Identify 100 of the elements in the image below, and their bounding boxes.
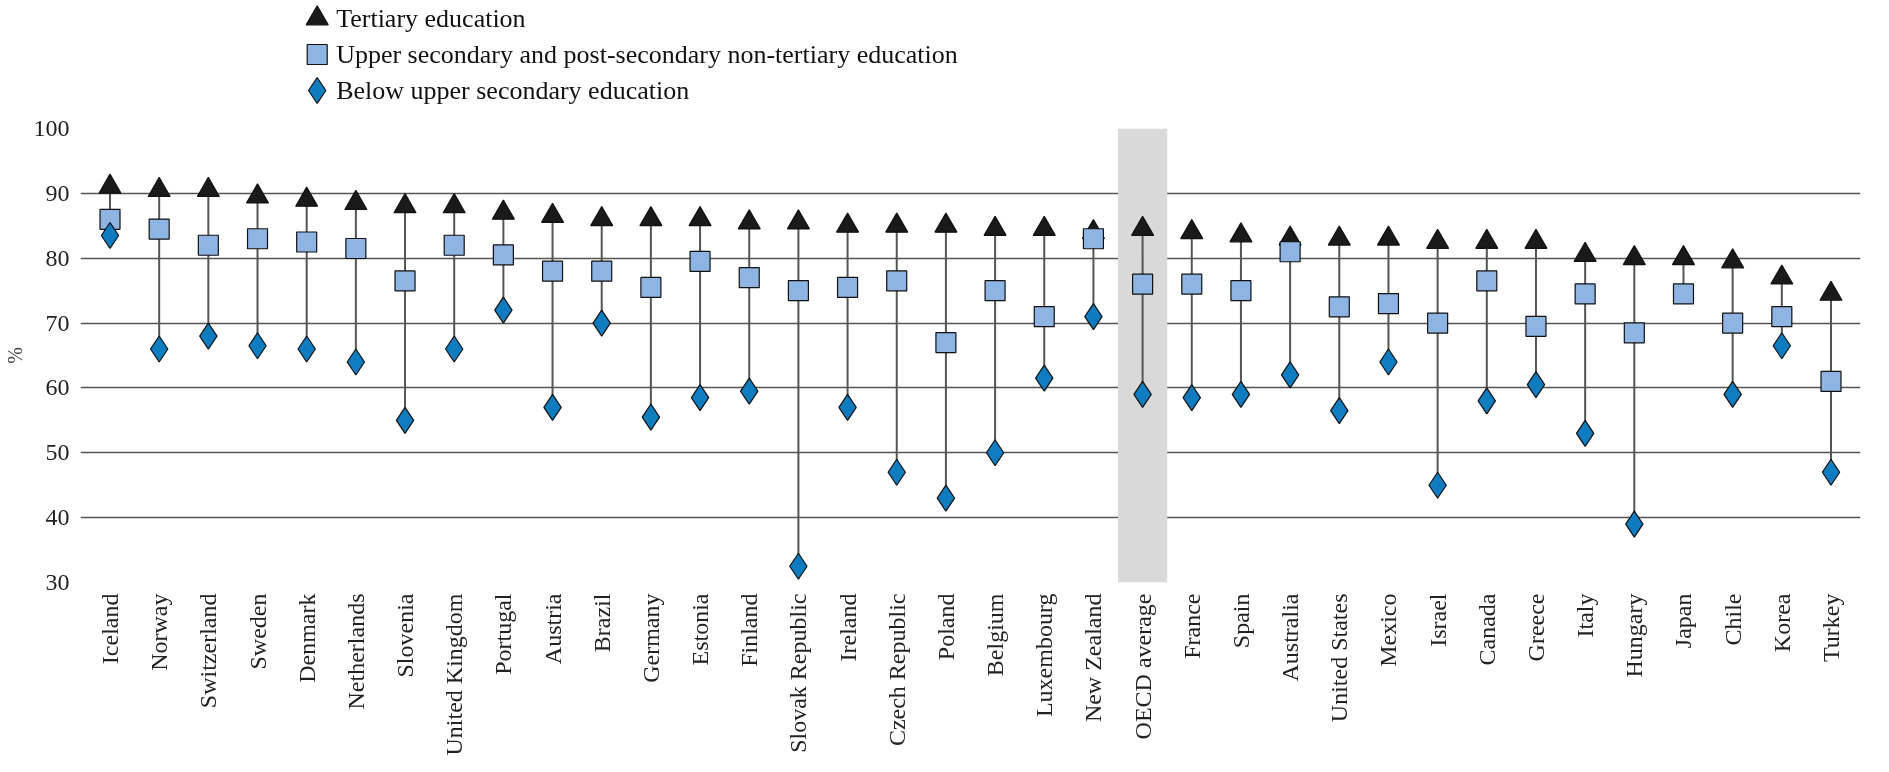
point (737, 209, 761, 230)
x-tick-label: New Zealand (1080, 593, 1107, 723)
x-tick-label: Israel (1424, 593, 1451, 647)
y-tick-label: 60 (45, 374, 70, 401)
legend-label: Upper secondary and post-secondary non-tertiary education (336, 40, 958, 69)
point (345, 237, 367, 260)
point (1180, 218, 1204, 240)
point (1772, 332, 1792, 360)
point (983, 215, 1007, 236)
point (640, 276, 662, 298)
point (1525, 315, 1547, 337)
point (1821, 458, 1841, 486)
x-tick-label: Spain (1227, 593, 1254, 649)
x-tick-label: Czech Republic (883, 593, 910, 747)
x-tick-label: Sweden (244, 593, 271, 670)
point (1524, 228, 1548, 249)
x-tick-label: Denmark (293, 593, 320, 683)
point (1327, 225, 1351, 246)
x-tick-label: Japan (1670, 593, 1697, 649)
point (935, 331, 957, 354)
y-tick-label: 70 (45, 309, 70, 336)
point (835, 212, 860, 233)
point (443, 234, 465, 256)
point (1476, 270, 1498, 292)
point (344, 189, 368, 211)
point (541, 260, 564, 282)
point (690, 384, 710, 412)
point (149, 335, 169, 363)
point (1376, 225, 1401, 246)
legend-label: Below upper secondary education (336, 76, 690, 105)
point (1671, 244, 1696, 266)
point (1034, 364, 1054, 392)
x-tick-label: Luxembourg (1031, 593, 1058, 718)
point (1033, 305, 1055, 328)
x-tick-label: Slovak Republic (785, 593, 812, 753)
point (1032, 215, 1056, 236)
x-tick-label: Hungary (1621, 593, 1648, 678)
point (639, 206, 663, 227)
point (738, 267, 760, 289)
point (245, 183, 270, 204)
point (1427, 312, 1449, 334)
point (1182, 384, 1202, 412)
x-tick-label: Korea (1768, 593, 1795, 653)
x-tick-label: United Kingdom (441, 593, 468, 756)
point (1280, 361, 1300, 389)
x-tick-label: Portugal (490, 593, 517, 675)
x-tick-label: Canada (1473, 593, 1500, 666)
point (1131, 215, 1155, 236)
point (689, 250, 711, 273)
point (786, 209, 810, 230)
x-tick-label: Chile (1719, 593, 1746, 646)
point (1575, 419, 1595, 447)
point (1574, 283, 1596, 305)
point (196, 176, 220, 198)
point (1526, 371, 1546, 399)
x-tick-label: Turkey (1818, 593, 1844, 662)
x-tick-label: Italy (1572, 593, 1599, 638)
x-tick-label: OECD average (1129, 593, 1156, 740)
point (346, 348, 366, 376)
point (885, 212, 909, 233)
point (444, 335, 464, 363)
x-tick-label: Ireland (834, 593, 861, 662)
point (1426, 228, 1450, 249)
point (491, 199, 515, 220)
x-tick-label: France (1178, 593, 1205, 659)
point (688, 206, 712, 227)
point (393, 193, 417, 214)
point (98, 173, 122, 194)
x-tick-label: Iceland (97, 593, 123, 665)
x-tick-label: Greece (1522, 593, 1549, 662)
point (1475, 228, 1499, 249)
point (936, 484, 956, 512)
x-tick-label: Poland (932, 593, 959, 661)
x-tick-label: Belgium (982, 593, 1009, 677)
point (1328, 296, 1350, 318)
y-tick-label: 90 (45, 179, 70, 206)
y-tick-label: 50 (45, 439, 70, 466)
x-tick-label: United States (1326, 593, 1353, 723)
y-tick-label: 30 (45, 569, 70, 595)
point (1477, 387, 1497, 415)
point (787, 280, 809, 302)
point (1573, 241, 1597, 262)
point (1377, 293, 1400, 315)
point (1721, 248, 1745, 269)
point (887, 458, 907, 486)
point (1770, 264, 1794, 285)
point (1820, 370, 1842, 393)
y-axis-title: % (3, 347, 26, 364)
point (591, 260, 613, 282)
point (1230, 280, 1252, 302)
x-tick-label: Germany (637, 593, 664, 683)
x-tick-label: Slovenia (392, 593, 419, 678)
point (984, 280, 1006, 302)
point (934, 212, 958, 233)
point (1771, 305, 1793, 328)
point (1132, 273, 1154, 295)
point (1181, 273, 1203, 295)
point (1622, 244, 1646, 266)
legend-label: Tertiary education (336, 4, 526, 33)
x-tick-label: Mexico (1375, 593, 1402, 667)
